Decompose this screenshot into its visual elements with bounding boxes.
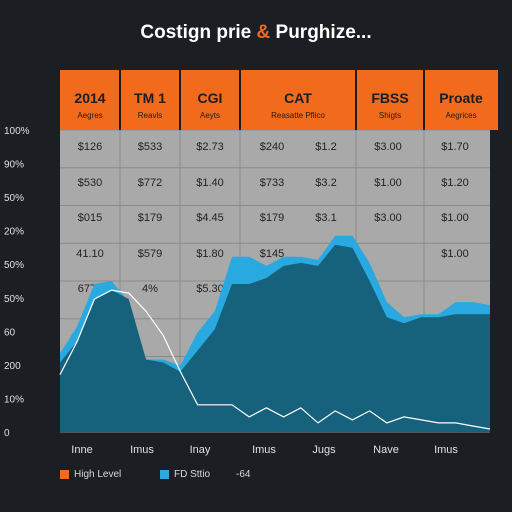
table-cell: $4.45 — [196, 212, 224, 224]
table-cell: $179 — [138, 212, 162, 224]
y-tick-label: 0 — [4, 428, 10, 439]
legend-item-high-level: High Level — [60, 466, 121, 482]
header-sublabel: Aegrices — [445, 111, 476, 120]
header-sublabel: Aegres — [77, 111, 102, 120]
table-cell: 41.10 — [76, 248, 104, 260]
table-cell: $1.70 — [441, 141, 469, 153]
y-tick-label: 90% — [4, 160, 24, 171]
table-cell: $733 — [260, 177, 284, 189]
x-tick-label: Imus — [252, 444, 276, 456]
chart-title-part2: Purghize... — [270, 22, 372, 43]
x-tick-label: Imus — [434, 444, 458, 456]
header-sublabel: Reavls — [138, 111, 162, 120]
y-tick-label: 60 — [4, 327, 16, 338]
legend-swatch-orange — [60, 469, 69, 479]
table-cell: $1.00 — [441, 212, 469, 224]
table-cell: $240 — [260, 141, 284, 153]
x-tick-label: Inay — [190, 444, 211, 456]
table-cell: $015 — [78, 212, 102, 224]
table-cell: $530 — [78, 177, 102, 189]
y-tick-label: 10% — [4, 394, 24, 405]
x-tick-label: Inne — [71, 444, 92, 456]
header-label: CGI — [198, 90, 223, 106]
header-sublabel: Reasatte Pflico — [271, 111, 325, 120]
y-tick-label: 20% — [4, 227, 24, 238]
table-cell: $126 — [78, 141, 102, 153]
y-tick-label: 50% — [4, 294, 24, 305]
series-line — [59, 289, 491, 430]
chart-title: Costign prie & Purghize... — [0, 22, 512, 44]
header-label: 2014 — [74, 90, 105, 106]
table-cell: $1.00 — [374, 177, 402, 189]
header-label: Proate — [439, 90, 483, 106]
table-cell: $3.1 — [315, 212, 336, 224]
legend-item-value: -64 — [236, 466, 250, 482]
table-cell: $772 — [138, 177, 162, 189]
y-tick-label: 100% — [4, 126, 30, 137]
header-label: FBSS — [371, 90, 408, 106]
table-cell: $3.00 — [374, 212, 402, 224]
table-cell: $1.80 — [196, 248, 224, 260]
x-tick-label: Imus — [130, 444, 154, 456]
y-tick-label: 50% — [4, 193, 24, 204]
table-cell: $1.20 — [441, 177, 469, 189]
legend-label-high-level: High Level — [74, 468, 122, 480]
header-label: TM 1 — [134, 90, 166, 106]
x-tick-label: Jugs — [312, 444, 336, 456]
y-tick-label: 200 — [4, 361, 21, 372]
table-cell: $579 — [138, 248, 162, 260]
table-cell: $145 — [260, 248, 284, 260]
header-sublabel: Shigts — [379, 111, 401, 120]
legend-swatch-blue — [160, 469, 169, 479]
table-cell: $1.2 — [315, 141, 336, 153]
table-cell: 4% — [142, 283, 158, 295]
table-cell: $3.2 — [315, 177, 336, 189]
header-band — [60, 70, 498, 130]
table-cell: $2.73 — [196, 141, 224, 153]
legend-label-fd-sttio: FD Sttio — [174, 468, 211, 480]
x-tick-label: Nave — [373, 444, 399, 456]
header-label: CAT — [284, 90, 312, 106]
table-cell: $179 — [260, 212, 284, 224]
legend-item-fd-sttio: FD Sttio — [160, 466, 210, 482]
legend-label-value: -64 — [236, 468, 251, 480]
table-cell: $1.40 — [196, 177, 224, 189]
table-cell: $1.00 — [441, 248, 469, 260]
chart-title-part1: Costign prie — [140, 22, 257, 43]
series-area-fd-sttio — [60, 244, 490, 432]
table-cell: $5.30 — [196, 283, 224, 295]
header-sublabel: Aeyts — [200, 111, 220, 120]
chart-title-ampersand: & — [256, 22, 271, 43]
y-tick-label: 50% — [4, 260, 24, 271]
table-cell: $3.00 — [374, 141, 402, 153]
table-cell: $533 — [138, 141, 162, 153]
